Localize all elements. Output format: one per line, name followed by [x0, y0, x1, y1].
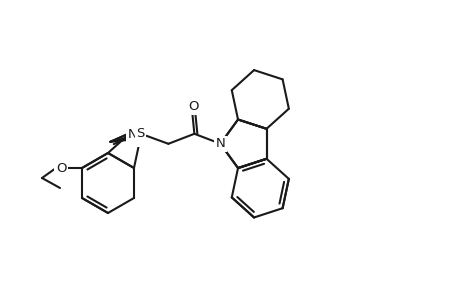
Text: N: N	[215, 137, 225, 150]
Text: S: S	[136, 132, 144, 145]
Text: O: O	[188, 100, 198, 113]
Text: O: O	[56, 161, 66, 175]
Text: N: N	[127, 128, 137, 141]
Text: S: S	[136, 127, 144, 140]
